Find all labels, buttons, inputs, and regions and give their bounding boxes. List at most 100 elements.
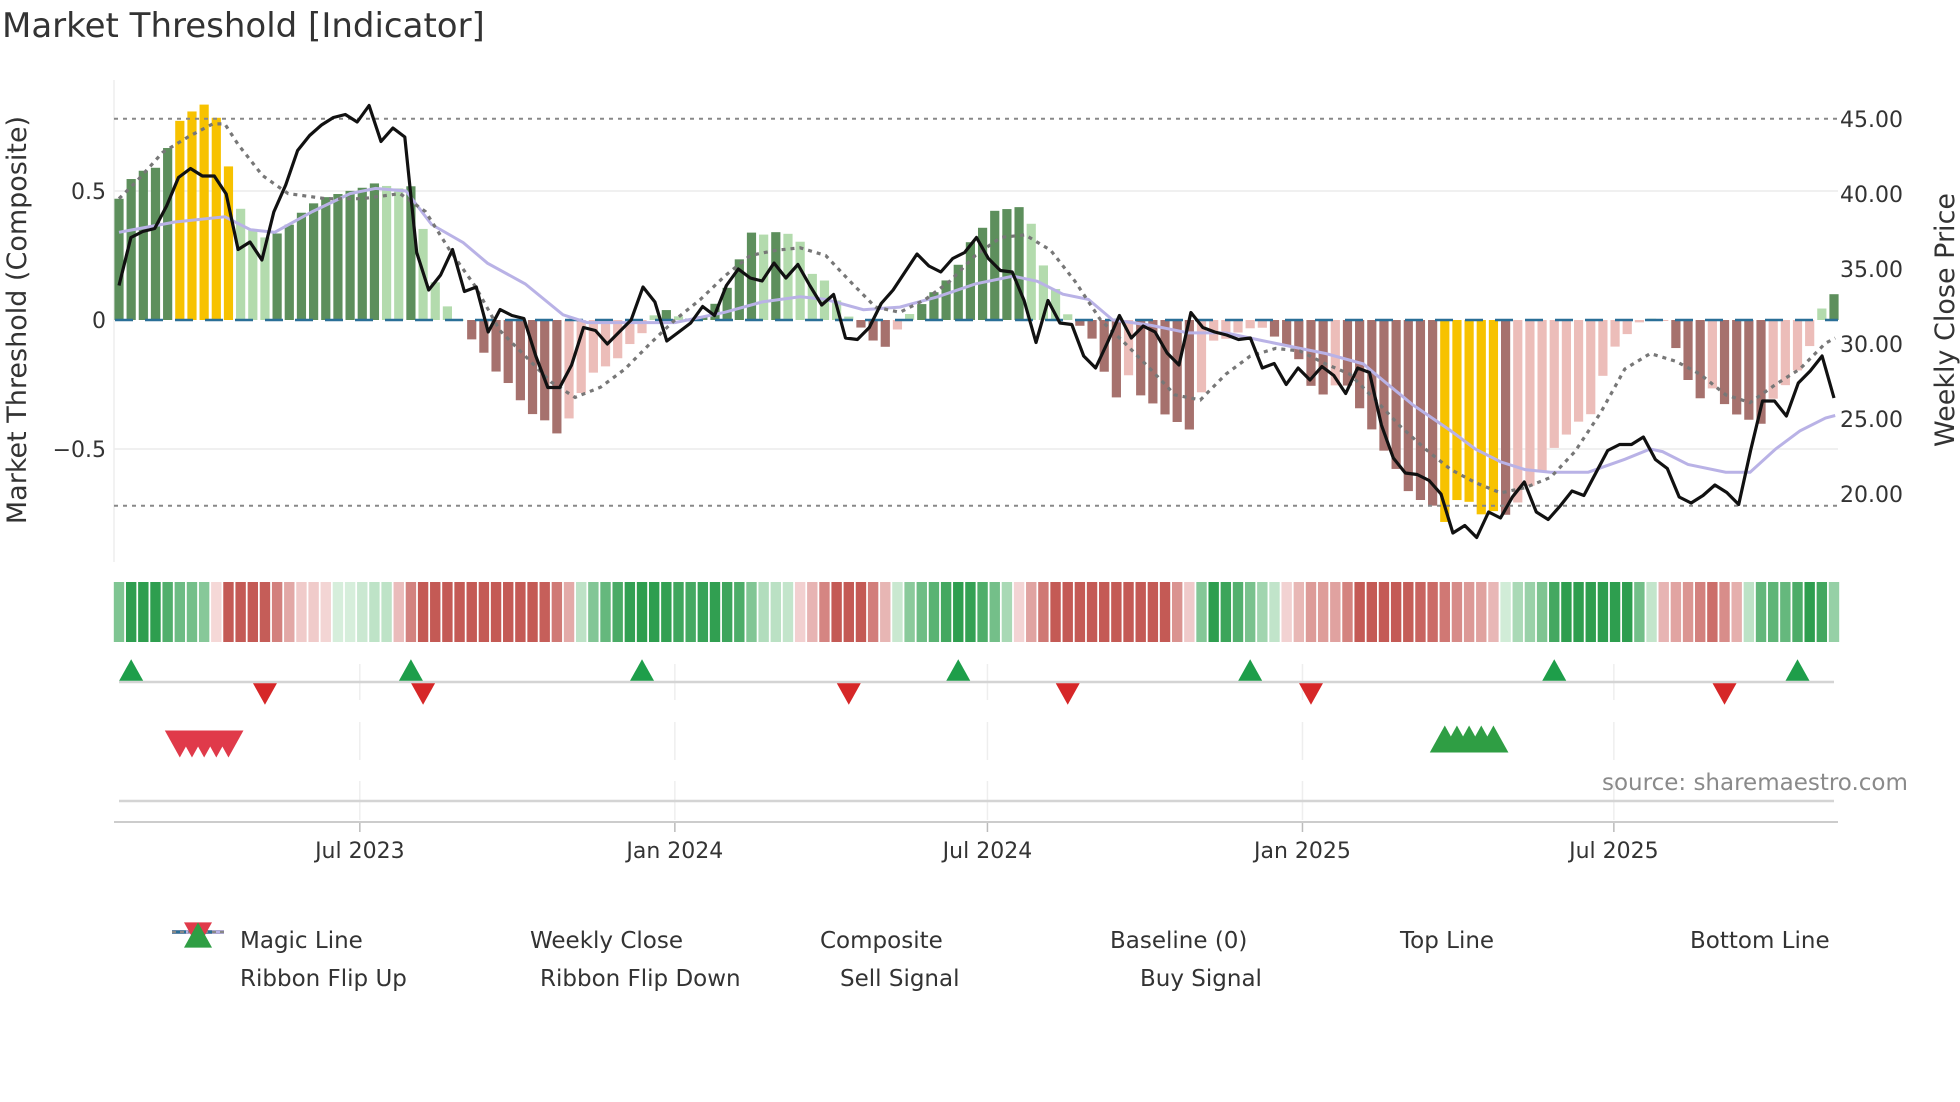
ribbon-cell [1463,582,1475,642]
ribbon-cell [1208,582,1219,642]
histogram-bar [1318,320,1328,395]
right-tick-label: 45.00 [1840,108,1903,133]
ribbon-cell [1549,582,1560,642]
ribbon-cell [575,582,587,642]
ribbon-cell [1038,582,1049,642]
composite-line [118,186,1836,474]
ribbon-cell [1415,582,1426,642]
buy-signal-marker [1478,725,1509,753]
legend-label: Ribbon Flip Up [240,966,407,992]
ribbon-cell [709,582,721,642]
histogram-bar [187,111,197,320]
ribbon-cell [490,582,502,642]
ribbon-cell [1755,582,1767,642]
histogram-bar [1257,320,1267,328]
histogram-bar [467,320,477,340]
source-label: source: sharemaestro.com [1602,770,1908,796]
histogram-bar [965,242,976,320]
histogram-bar [929,292,939,320]
histogram-bar [1732,320,1742,415]
x-tick-label: Jul 2024 [941,839,1033,864]
histogram-bar [1111,320,1121,398]
ribbon-cell [685,582,696,642]
ribbon-cell [369,582,380,642]
histogram-bar [1537,320,1547,472]
histogram-bar [491,320,501,372]
ribbon-cell [1731,582,1742,642]
legend-item-flipup: Ribbon Flip Up [170,923,470,992]
histogram-bar [406,186,416,320]
histogram-bar [1342,320,1353,386]
ribbon-cell [612,582,623,642]
histogram-bar [430,282,440,320]
ribbon-cell [125,582,137,642]
histogram-bar [1500,320,1511,515]
legend-swatch-bottom-icon [172,931,1676,951]
legend-item-close: Weekly Close [172,928,750,954]
ribbon-cell [1476,582,1487,642]
ribbon-cell [466,582,477,642]
histogram-bar [771,232,781,320]
legend-label: Baseline (0) [1110,928,1248,954]
histogram-bar [1428,320,1438,506]
ribbon-cell [198,582,210,642]
ribbon-cell [1330,582,1341,642]
histogram-bar [1002,209,1012,320]
ribbon-cell [211,582,222,642]
ribbon-cell [1159,582,1171,642]
histogram-bar [296,212,307,320]
histogram-bar [746,232,757,320]
ribbon-cell [1536,582,1548,642]
histogram-bar [1829,294,1839,320]
ribbon-cell [977,582,988,642]
legend-item-sell: Sell Signal [184,922,1070,992]
ribbon-cell [235,582,246,642]
ribbon-cell [794,582,806,642]
histogram-bar [1719,320,1730,405]
ribbon-flip-up-marker [946,659,971,681]
histogram-bar [1756,320,1766,424]
ribbon-cell [1403,582,1414,642]
ribbon-cell [697,582,709,642]
ribbon-cell [600,582,611,642]
ribbon-cell [1585,582,1596,642]
ribbon-cell [478,582,490,642]
ribbon-cell [1074,582,1086,642]
histogram-bar [1087,320,1097,339]
histogram-bar [1233,320,1243,333]
legend-swatch-flipup-icon [170,923,226,989]
legend-label: Top Line [1400,928,1495,954]
ribbon-flip-down-marker [836,683,861,705]
ribbon-cell [1573,582,1584,642]
ribbon-flip-up-marker [1238,659,1263,681]
histogram-bar [795,241,805,320]
histogram-bar [1817,308,1827,320]
histogram-bar [1805,320,1815,347]
legend-item-baseline: Baseline (0) [172,928,1330,954]
ribbon-cell [454,582,465,642]
ribbon-cell [819,582,830,642]
histogram-bar [552,320,562,434]
ribbon-cell [442,582,453,642]
histogram-bar [1744,320,1754,420]
histogram-bar [248,228,258,320]
ribbon-cell [1099,582,1110,642]
ribbon-cell [880,582,891,642]
histogram-bar [527,320,538,415]
histogram-bar [734,259,744,320]
ribbon-cell [515,582,526,642]
ribbon-cell [1682,582,1694,642]
histogram-bar [1160,320,1170,415]
ribbon-cell [113,582,125,642]
histogram-bar [1768,320,1778,399]
ribbon-cell [1561,582,1572,642]
histogram-bar [272,233,282,320]
ribbon-cell [1050,582,1061,642]
legend-swatch-top-icon [172,931,1386,951]
right-tick-label: 20.00 [1840,483,1903,508]
ribbon-cell [381,582,392,642]
histogram-bar [1221,320,1231,339]
ribbon-flip-down-marker [1298,683,1323,705]
ribbon-cell [357,582,368,642]
left-tick-label: 0.5 [71,180,106,205]
